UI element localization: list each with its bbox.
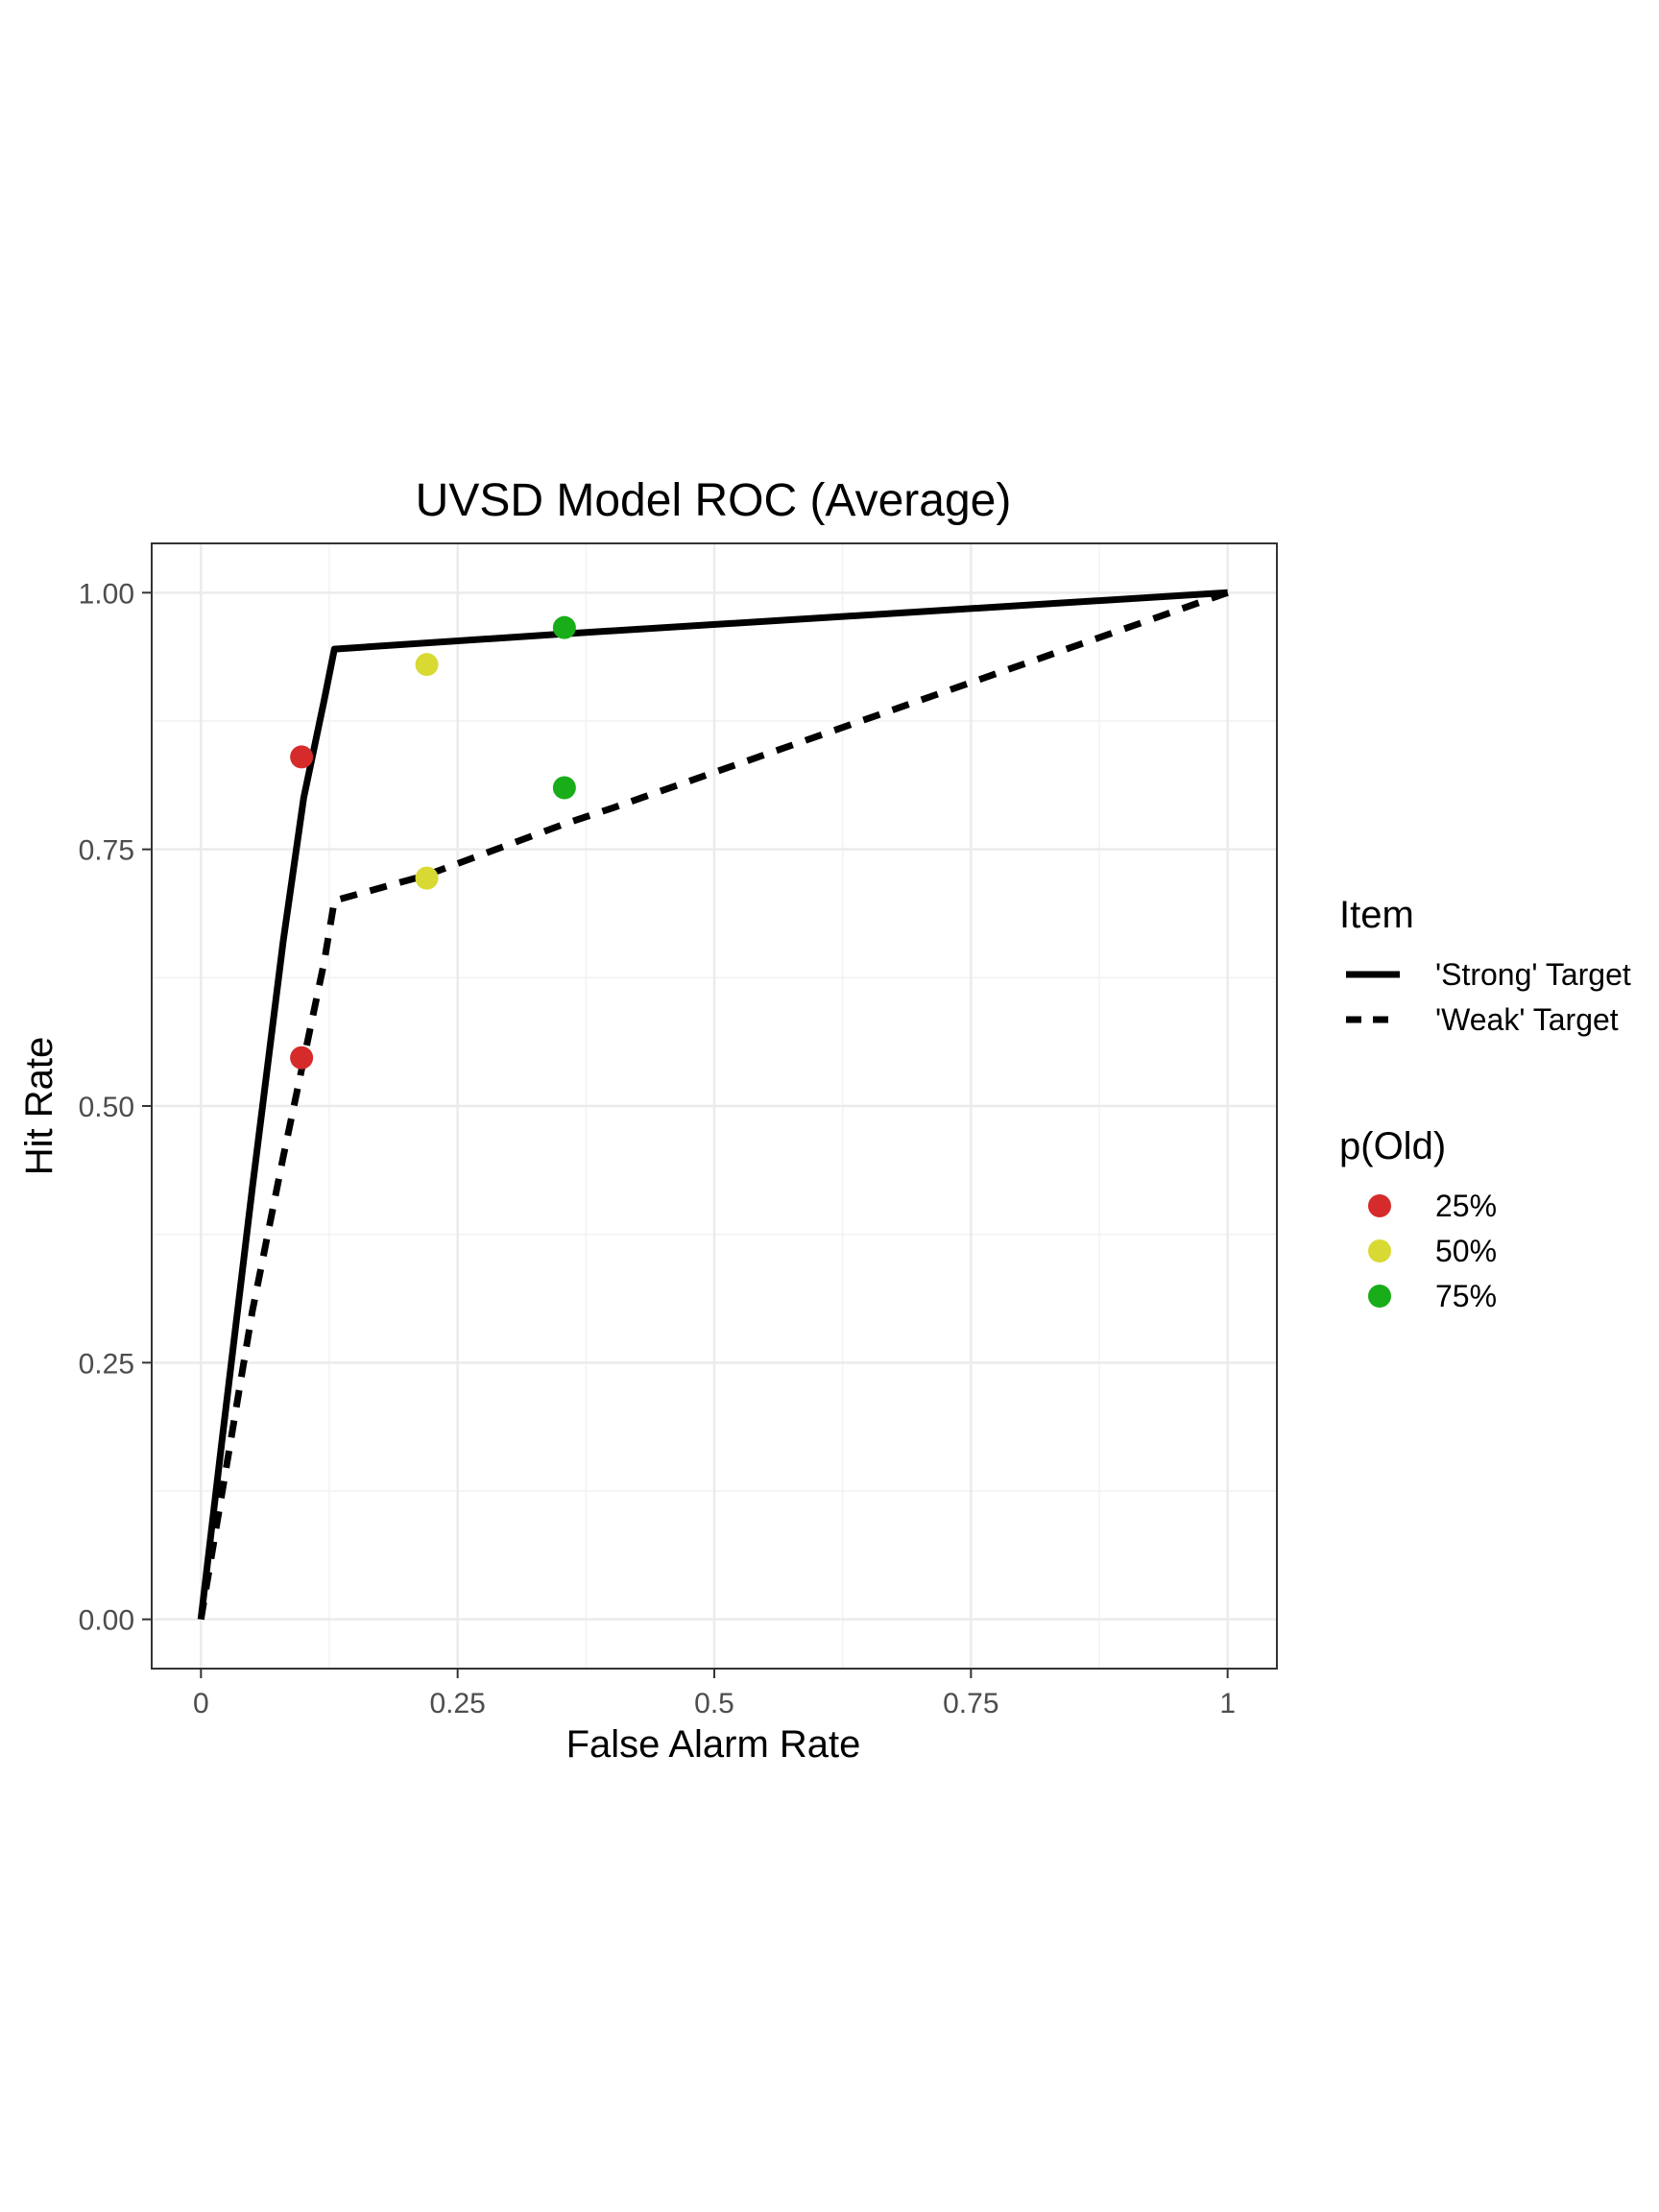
y-tick-label: 0.00	[79, 1605, 134, 1637]
legend-label-point: 75%	[1435, 1279, 1497, 1313]
y-axis-title: Hit Rate	[18, 1037, 60, 1176]
x-tick-label: 1	[1219, 1688, 1236, 1719]
chart-title: UVSD Model ROC (Average)	[416, 475, 1012, 526]
x-tick-label: 0.5	[694, 1688, 734, 1719]
x-tick-label: 0.75	[943, 1688, 998, 1719]
legend-label-point: 25%	[1435, 1189, 1497, 1223]
legend-key-point	[1368, 1239, 1391, 1262]
grid-lines	[152, 543, 1277, 1669]
x-axis-title: False Alarm Rate	[566, 1723, 861, 1766]
roc-line-strong-target	[197, 589, 1228, 1621]
legend-label-line: 'Weak' Target	[1435, 1002, 1619, 1037]
data-point-50pct	[415, 866, 439, 890]
legend-key-point	[1368, 1194, 1391, 1217]
data-point-50pct	[415, 653, 439, 677]
data-point-75pct	[552, 615, 576, 639]
legend-label-point: 50%	[1435, 1234, 1497, 1268]
x-tick-label: 0.25	[429, 1688, 485, 1719]
legend-title-p-old: p(Old)	[1339, 1125, 1446, 1167]
y-tick-label: 0.75	[79, 835, 134, 867]
roc-line-weak-target	[197, 589, 1229, 1621]
data-point-25pct	[290, 1046, 314, 1070]
legend: Item 'Strong' Target 'Weak' Target p(Old)…	[1339, 894, 1631, 1313]
data-point-25pct	[290, 745, 314, 769]
point-legend: 25% 50% 75%	[1368, 1189, 1497, 1313]
legend-key-point	[1368, 1285, 1391, 1308]
data-points	[290, 615, 576, 1070]
y-tick-label: 0.25	[79, 1348, 134, 1380]
y-tick-label: 0.50	[79, 1092, 134, 1123]
x-tick-label: 0	[193, 1688, 209, 1719]
line-legend: 'Strong' Target 'Weak' Target	[1346, 957, 1631, 1037]
y-axis: 0.00 0.25 0.50 0.75 1.00	[79, 578, 152, 1637]
roc-lines	[197, 589, 1229, 1621]
data-point-75pct	[552, 776, 576, 800]
y-tick-label: 1.00	[79, 578, 134, 610]
plot-area	[151, 542, 1278, 1670]
legend-title-item: Item	[1339, 894, 1414, 936]
legend-label-line: 'Strong' Target	[1435, 957, 1631, 992]
x-axis: 0 0.25 0.5 0.75 1	[193, 1669, 1236, 1719]
